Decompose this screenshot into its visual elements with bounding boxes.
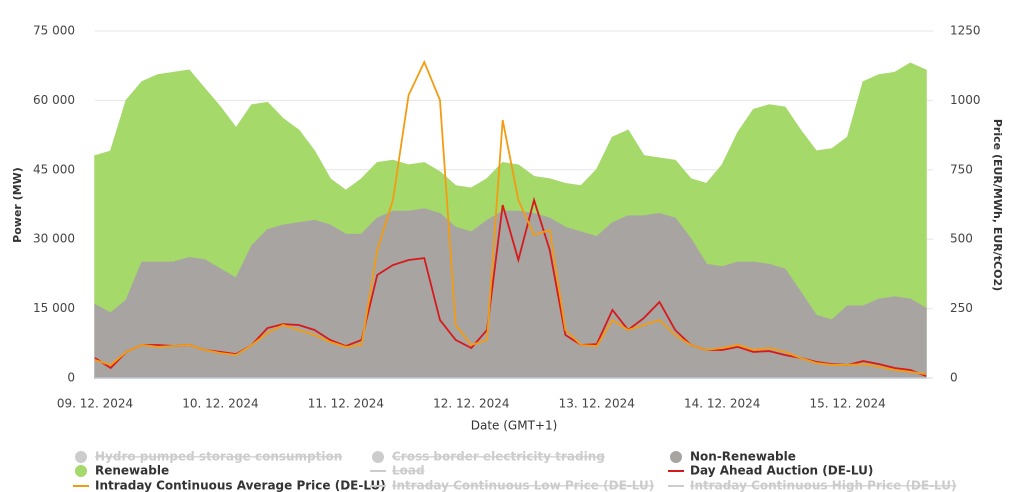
y-axis-title: Power (MW) bbox=[11, 167, 24, 243]
legend-item[interactable]: Non-Renewable bbox=[690, 450, 796, 464]
y2-tick-label: 250 bbox=[950, 301, 973, 315]
y2-tick-label: 1000 bbox=[950, 93, 981, 107]
y-tick-label: 75 000 bbox=[33, 24, 75, 38]
legend-symbol bbox=[372, 451, 384, 463]
y-tick-label: 45 000 bbox=[33, 162, 75, 176]
x-tick-label: 14. 12. 2024 bbox=[684, 397, 760, 411]
x-tick-label: 09. 12. 2024 bbox=[57, 397, 133, 411]
y-tick-label: 0 bbox=[67, 371, 75, 385]
x-tick-label: 10. 12. 2024 bbox=[182, 397, 258, 411]
legend-symbol bbox=[75, 451, 87, 463]
x-tick-label: 11. 12. 2024 bbox=[308, 397, 384, 411]
x-tick-label: 15. 12. 2024 bbox=[809, 397, 885, 411]
legend-item[interactable]: Intraday Continuous Low Price (DE-LU) bbox=[392, 479, 654, 492]
y-tick-label: 15 000 bbox=[33, 301, 75, 315]
legend-item[interactable]: Hydro pumped storage consumption bbox=[95, 450, 342, 464]
legend-item[interactable]: Renewable bbox=[95, 464, 169, 478]
legend-item[interactable]: Load bbox=[392, 464, 425, 478]
y2-tick-label: 750 bbox=[950, 162, 973, 176]
x-axis-title: Date (GMT+1) bbox=[471, 419, 558, 433]
y2-axis-title: Price (EUR/MWh, EUR/tCO2) bbox=[991, 119, 1004, 291]
legend-item[interactable]: Intraday Continuous High Price (DE-LU) bbox=[690, 479, 957, 492]
legend-item[interactable]: Day Ahead Auction (DE-LU) bbox=[690, 464, 873, 478]
y-tick-label: 60 000 bbox=[33, 93, 75, 107]
x-tick-label: 12. 12. 2024 bbox=[433, 397, 509, 411]
y2-tick-label: 500 bbox=[950, 232, 973, 246]
legend-symbol bbox=[670, 451, 682, 463]
legend-item[interactable]: Intraday Continuous Average Price (DE-LU… bbox=[95, 479, 386, 492]
price-line bbox=[94, 59, 927, 376]
x-tick-label: 13. 12. 2024 bbox=[559, 397, 635, 411]
y-tick-label: 30 000 bbox=[33, 232, 75, 246]
legend-item[interactable]: Cross border electricity trading bbox=[392, 450, 605, 464]
legend-symbol bbox=[75, 465, 87, 477]
y2-tick-label: 0 bbox=[950, 371, 958, 385]
y2-tick-label: 1250 bbox=[950, 24, 981, 38]
